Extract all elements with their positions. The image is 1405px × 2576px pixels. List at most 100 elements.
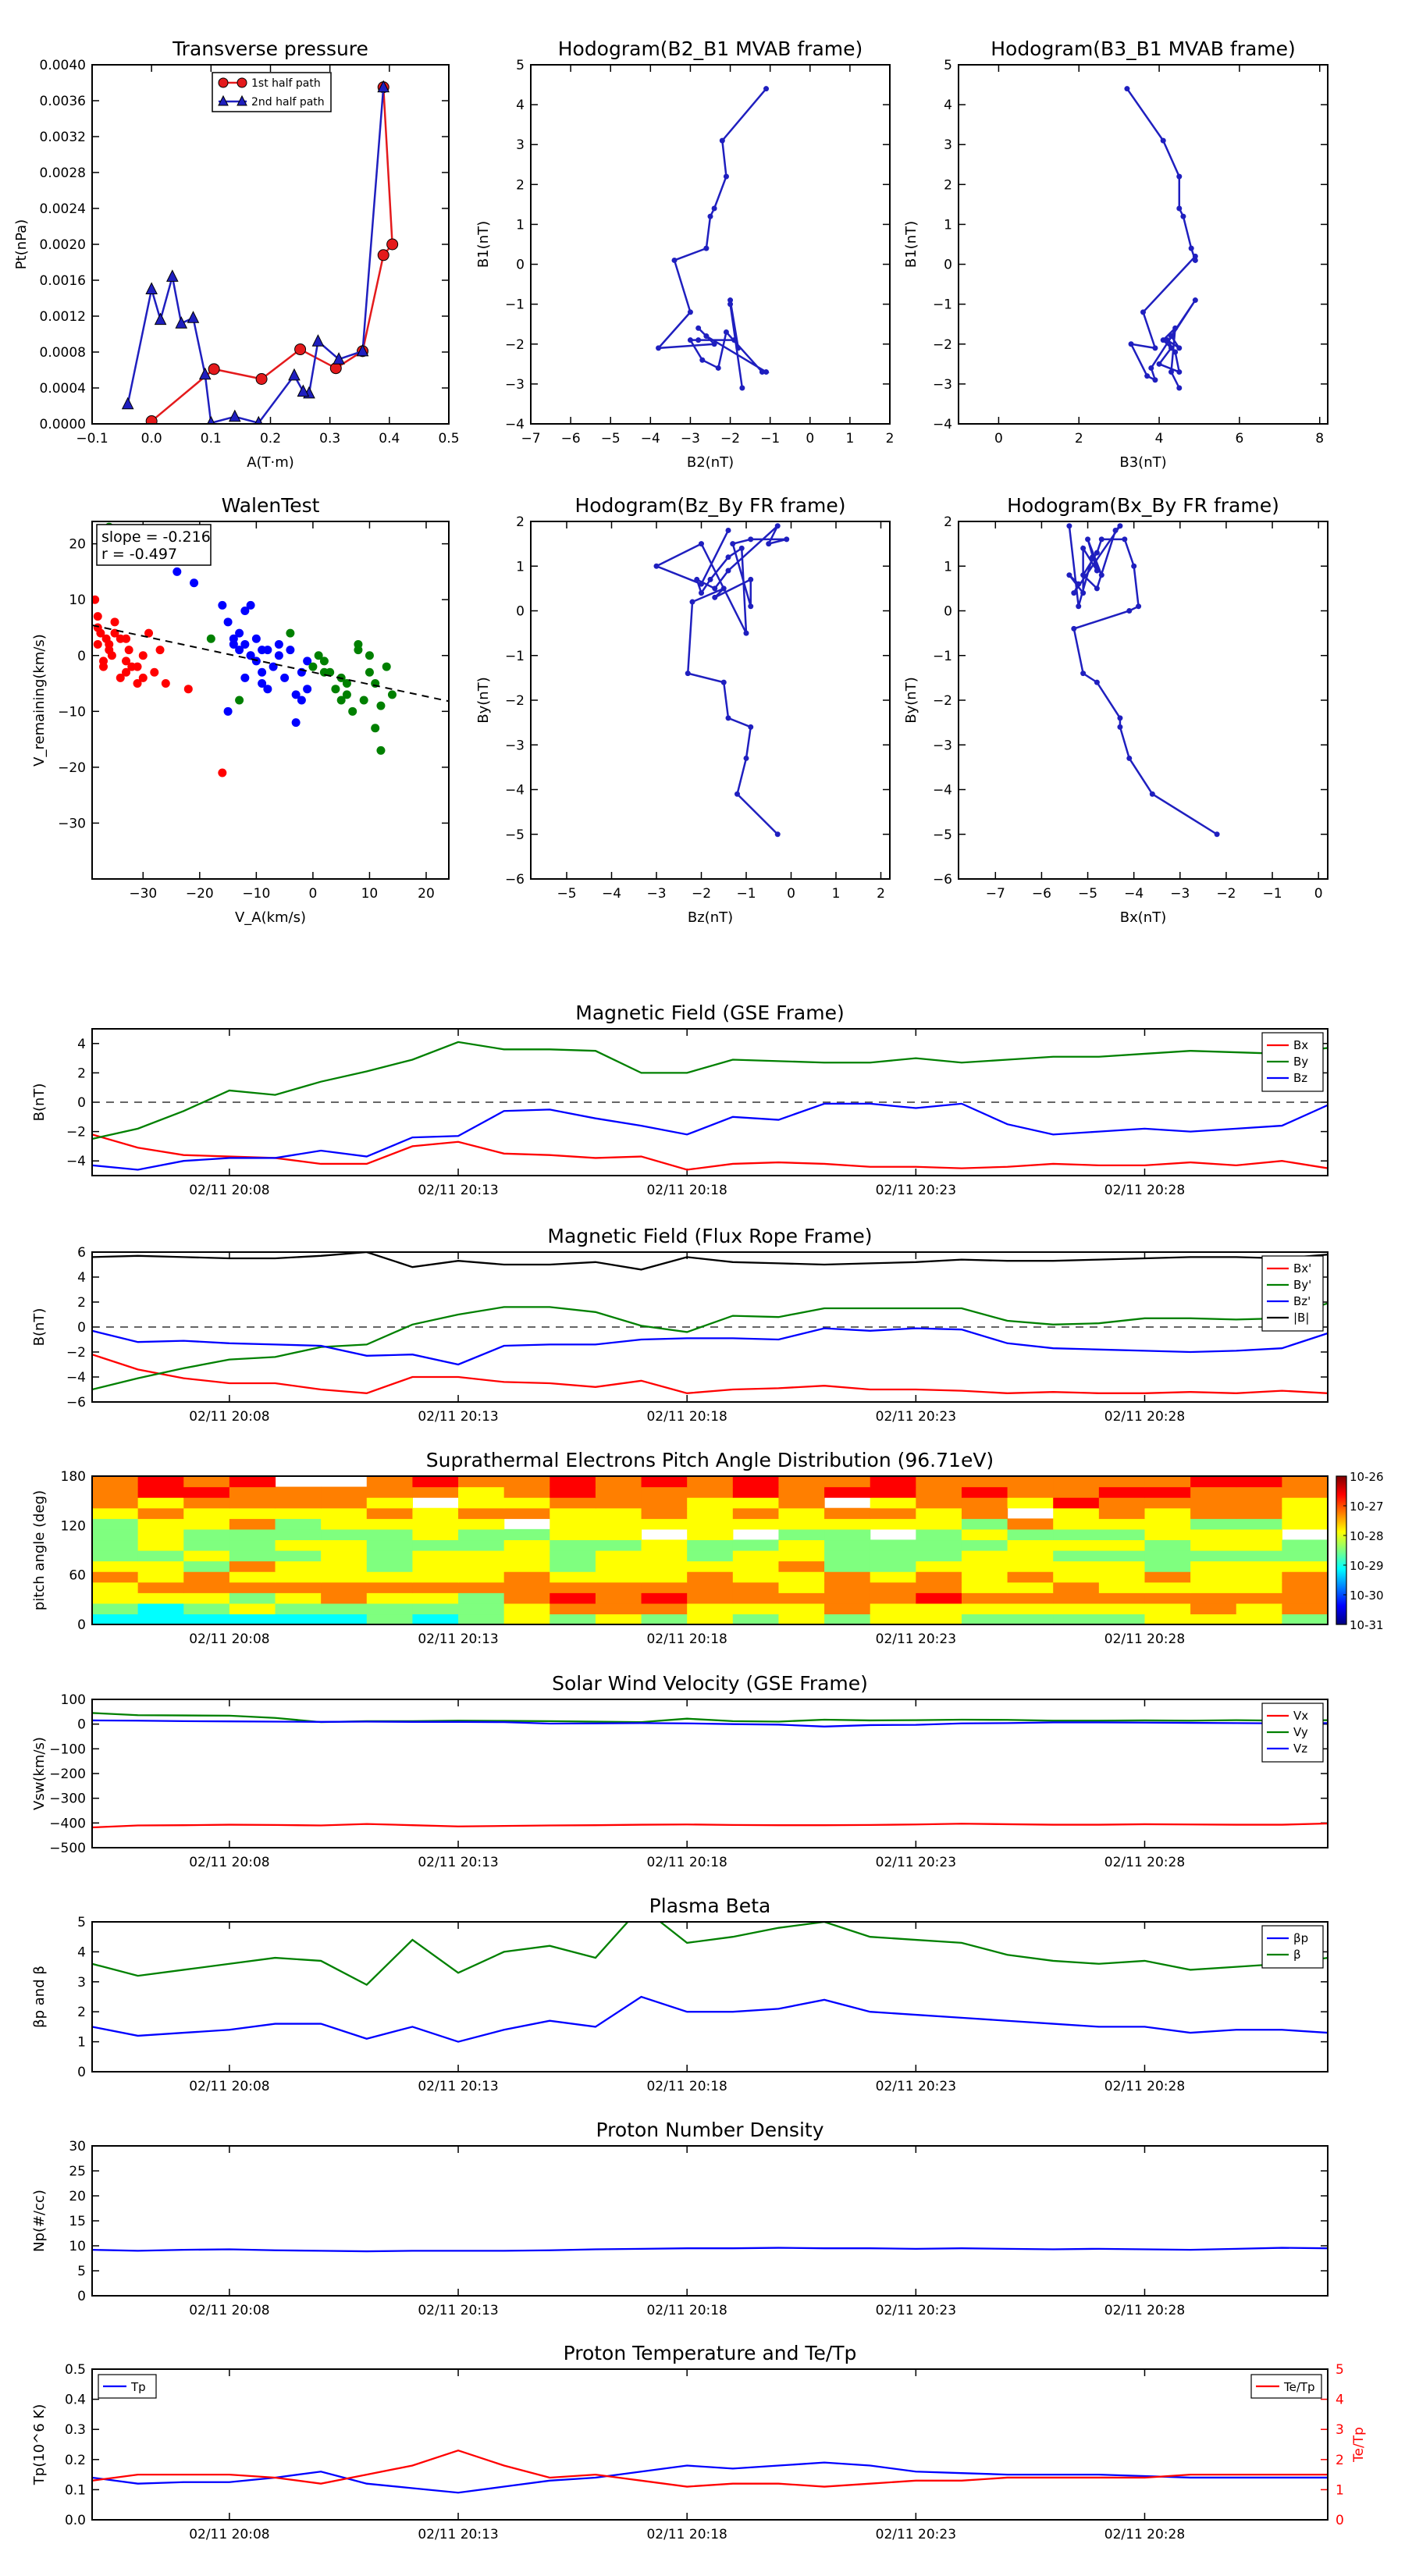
- data-point: [333, 352, 345, 365]
- scatter-point-green: [342, 690, 351, 699]
- y-tick-label: 60: [69, 1568, 86, 1584]
- heatmap-cell: [1007, 1497, 1054, 1509]
- heatmap-cell: [1190, 1486, 1237, 1498]
- heatmap-cell: [870, 1476, 916, 1488]
- heatmap-cell: [1098, 1486, 1146, 1498]
- data-point: [386, 238, 399, 251]
- data-point: [1122, 536, 1128, 543]
- scatter-point-green: [359, 696, 368, 705]
- legend: βp β: [1261, 1925, 1324, 1969]
- x-tick-label: 02/11 20:18: [646, 1631, 727, 1647]
- series-line-Bz_By: [653, 525, 788, 835]
- series-line-By: [92, 1041, 1328, 1140]
- heatmap-cell: [275, 1528, 322, 1541]
- scatter-point-blue: [240, 639, 250, 649]
- scatter-point-red: [133, 679, 142, 688]
- x-tick-label: 0: [994, 431, 1003, 447]
- y-tick-label: −1: [933, 649, 952, 664]
- y2-tick-label: 2: [1336, 2453, 1344, 2468]
- heatmap-cell: [321, 1497, 368, 1509]
- x-tick-label: 02/11 20:13: [418, 1183, 498, 1198]
- data-point: [1098, 536, 1104, 543]
- scatter-point-red: [99, 662, 108, 671]
- heatmap-cell: [458, 1603, 505, 1615]
- y-tick-label: 0.0012: [40, 309, 86, 325]
- legend-label: Tp: [130, 2380, 146, 2394]
- y-tick-label: 0.0016: [40, 273, 86, 289]
- y-tick-label: 4: [944, 98, 952, 113]
- heatmap-cell: [183, 1592, 230, 1604]
- data-point: [1098, 572, 1104, 578]
- heatmap-cell: [961, 1550, 1008, 1562]
- heatmap-cell: [687, 1528, 734, 1541]
- x-axis-label: Bz(nT): [688, 909, 733, 926]
- data-point: [1112, 527, 1119, 533]
- data-point: [687, 309, 693, 315]
- y-tick-label: 0.0040: [40, 58, 86, 73]
- heatmap-cell: [183, 1571, 230, 1583]
- heatmap-cell: [1190, 1476, 1237, 1488]
- heatmap-cell: [870, 1582, 916, 1593]
- x-tick-label: 02/11 20:13: [418, 1409, 498, 1425]
- scatter-point-green: [206, 634, 215, 643]
- heatmap-cell: [778, 1476, 825, 1488]
- heatmap-cell: [412, 1486, 459, 1498]
- heatmap-cell: [503, 1497, 550, 1509]
- data-point: [1168, 369, 1174, 375]
- heatmap-cell: [641, 1486, 688, 1498]
- heatmap-cell: [137, 1592, 184, 1604]
- data-point: [1160, 337, 1166, 343]
- data-point: [707, 576, 713, 582]
- data-point: [1192, 297, 1198, 304]
- y2-tick-label: 3: [1336, 2422, 1344, 2438]
- heatmap-cell: [1007, 1528, 1054, 1541]
- plot-area: [92, 522, 449, 777]
- data-point: [743, 630, 749, 636]
- heatmap-cell: [1236, 1518, 1282, 1530]
- panel-tp: Transverse pressure 0.0000 0.0004 0.0008 0.0…: [13, 37, 460, 471]
- data-point: [1126, 608, 1133, 614]
- heatmap-cell: [137, 1571, 184, 1583]
- heatmap-cell: [1144, 1560, 1191, 1572]
- y2-tick-label: 4: [1336, 2393, 1344, 2408]
- x-axis-label: V_A(km/s): [235, 909, 306, 926]
- heatmap-cell: [870, 1614, 916, 1624]
- y-tick-label: −2: [505, 693, 525, 709]
- y-tick-label: 0.5: [65, 2362, 86, 2378]
- heatmap-cell: [1053, 1614, 1100, 1624]
- data-point: [774, 523, 781, 529]
- heatmap-cell: [321, 1603, 368, 1615]
- colorbar-tick-label: 10-29: [1350, 1559, 1384, 1573]
- y-axis-label: By(nT): [903, 677, 919, 723]
- x-tick-label: 02/11 20:18: [646, 1183, 727, 1198]
- heatmap-cell: [916, 1582, 962, 1593]
- x-tick-label: −6: [561, 431, 581, 447]
- heatmap-cell: [550, 1592, 596, 1604]
- data-point: [1144, 373, 1151, 379]
- data-point: [1094, 550, 1100, 556]
- heatmap-cell: [1007, 1518, 1054, 1530]
- annotation-text: r = -0.497: [101, 546, 177, 563]
- heatmap-cell: [275, 1539, 322, 1551]
- series-line-Vx: [92, 1822, 1328, 1829]
- panel-title: Proton Number Density: [596, 2119, 824, 2141]
- plot-area: [92, 2450, 1328, 2494]
- heatmap-cell: [961, 1476, 1008, 1488]
- heatmap-cell: [366, 1518, 414, 1530]
- data-point: [1214, 831, 1220, 838]
- heatmap-cell: [1053, 1497, 1100, 1509]
- heatmap-cell: [732, 1560, 780, 1572]
- heatmap-cell: [458, 1592, 505, 1604]
- heatmap-cell: [687, 1486, 734, 1498]
- axes-frame: [958, 521, 1329, 880]
- heatmap-cell: [275, 1507, 322, 1519]
- panel-beta: Plasma Beta 0 1 2 3 4 5 02/11 20:08 02/11 20:13 0…: [31, 1895, 1329, 2094]
- legend-marker: [237, 94, 247, 106]
- plot-area: [92, 1476, 1328, 1624]
- heatmap-cell: [595, 1486, 642, 1498]
- data-point: [759, 369, 765, 375]
- heatmap-cell: [366, 1507, 414, 1519]
- y-tick-label: −10: [58, 704, 86, 720]
- heatmap-cell: [824, 1614, 871, 1624]
- heatmap-cell: [412, 1592, 459, 1604]
